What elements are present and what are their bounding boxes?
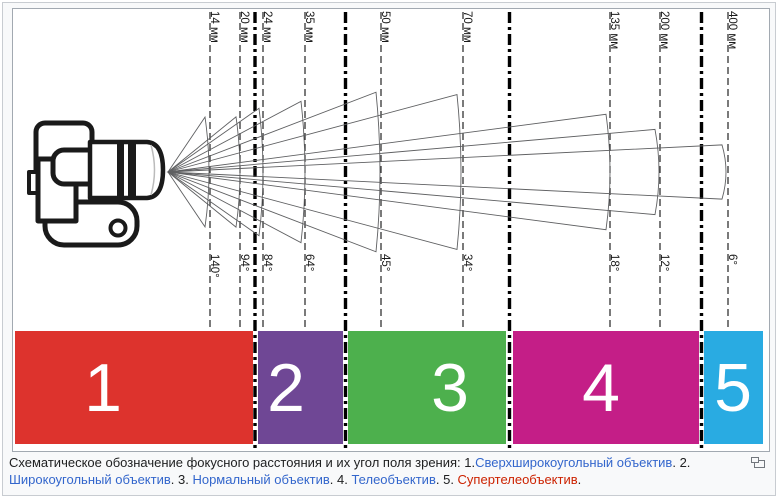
- block-number: 5: [714, 350, 752, 426]
- view-angle-label: 6°: [726, 254, 738, 265]
- view-angle-wedge: [167, 116, 241, 228]
- block-number: 2: [267, 350, 305, 426]
- view-angle-wedge: [166, 94, 462, 250]
- lens-category-block: [258, 331, 343, 444]
- view-angle-label: 94°: [238, 254, 250, 271]
- lens-category-block: [513, 331, 699, 444]
- caption-text: . 5.: [435, 472, 458, 487]
- caption-redlink[interactable]: Супертелеобъектив: [457, 472, 578, 487]
- view-angle-label: 64°: [303, 254, 315, 271]
- view-angle-label: 18°: [608, 254, 620, 271]
- caption-text: Схематическое обозначение фокусного расс…: [9, 455, 476, 470]
- focal-length-label: 24 мм: [261, 11, 273, 43]
- caption-link[interactable]: Широкоугольный объектив: [9, 472, 171, 487]
- lens-category-block: [348, 331, 506, 444]
- view-angle-label: 12°: [658, 254, 670, 271]
- block-number: 4: [582, 350, 620, 426]
- view-angle-label: 34°: [461, 254, 473, 271]
- caption-text: . 2.: [672, 455, 691, 470]
- view-angle-wedge: [167, 115, 210, 229]
- camera-icon: [27, 120, 166, 248]
- view-angle-wedge: [167, 113, 611, 231]
- view-angle-wedge: [167, 107, 264, 237]
- view-angle-wedge: [166, 91, 381, 253]
- figure-caption: Схематическое обозначение фокусного расс…: [9, 454, 769, 488]
- caption-text: . 3.: [170, 472, 193, 487]
- block-number: 1: [84, 350, 122, 426]
- view-angle-label: 45°: [379, 254, 391, 271]
- caption-link[interactable]: Телеобъектив: [351, 472, 436, 487]
- view-angle-wedge: [167, 144, 727, 200]
- caption-link[interactable]: Нормальный объектив: [192, 472, 330, 487]
- focal-length-label: 20 мм: [238, 11, 250, 43]
- view-angle-label: 140°: [208, 254, 220, 278]
- focal-length-label: 400 мм: [726, 11, 738, 49]
- view-angle-label: 84°: [261, 254, 273, 271]
- focal-length-label: 14 мм: [208, 11, 220, 43]
- focal-length-label: 50 мм: [379, 11, 391, 43]
- focal-length-label: 35 мм: [303, 11, 315, 43]
- focal-length-label: 70 мм: [461, 11, 473, 43]
- caption-text: . 4.: [329, 472, 352, 487]
- focal-length-label: 135 мм: [608, 11, 620, 49]
- view-angle-wedge: [167, 128, 660, 216]
- lens-category-block: [15, 331, 253, 444]
- lens-category-block: [704, 331, 763, 444]
- focal-length-label: 200 мм: [658, 11, 670, 49]
- enlarge-icon[interactable]: [751, 455, 766, 468]
- view-angle-wedge: [167, 100, 306, 244]
- block-number: 3: [431, 350, 469, 426]
- caption-text: .: [577, 472, 582, 487]
- caption-link[interactable]: Сверхширокоугольный объектив: [475, 455, 673, 470]
- diagram-image[interactable]: 14 мм 140° 20 мм 94° 24 мм 84° 35 мм 64° 50 мм 45…: [12, 8, 770, 452]
